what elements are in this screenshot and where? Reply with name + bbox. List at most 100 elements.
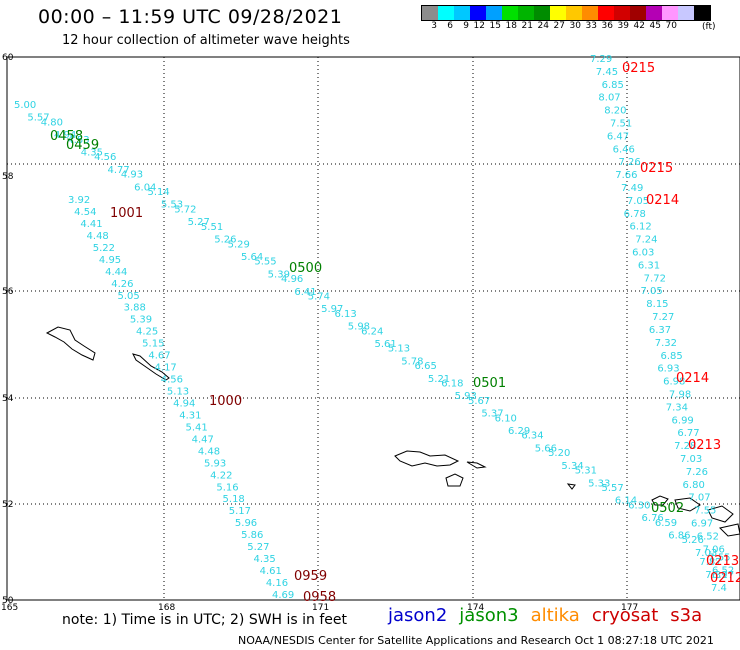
legend-swatch — [518, 6, 534, 20]
legend-swatch — [438, 6, 454, 20]
legend-ticks: 3 6 9 12 15 18 21 24 27 30 33 36 39 42 45 70 — [413, 21, 711, 31]
swh-value: 5.26 — [682, 535, 704, 546]
swh-value: 5.15 — [142, 339, 164, 350]
island-st-matthew — [45, 326, 96, 361]
swh-value: 4.47 — [192, 434, 214, 445]
legend-swatch — [694, 6, 710, 20]
swh-value: 5.27 — [188, 217, 210, 228]
legend-swatch — [454, 6, 470, 20]
swh-value: 6.34 — [521, 431, 543, 442]
swh-value: 6.03 — [632, 248, 654, 259]
footer-credit: NOAA/NESDIS Center for Satellite Applica… — [238, 634, 714, 647]
swh-value: 6.52 — [712, 565, 734, 576]
legend-tick-label: 21 — [521, 21, 533, 31]
legend-swatch — [630, 6, 646, 20]
pass-time-label: 0500 — [289, 261, 322, 276]
swh-value: 7.66 — [615, 170, 637, 181]
swh-value: 5.96 — [235, 518, 257, 529]
lon-label: 177 — [621, 603, 638, 613]
swh-value: 5.39 — [130, 315, 152, 326]
swh-value: 5.20 — [548, 448, 570, 459]
island-small-2 — [394, 450, 460, 467]
swh-value: 7.26 — [618, 157, 640, 168]
map-frame — [6, 56, 740, 601]
swh-value: 5.18 — [223, 494, 245, 505]
island-small-5 — [566, 483, 576, 490]
legend-tick-label: 70 — [665, 21, 677, 31]
swh-value: 5.17 — [229, 506, 251, 517]
swh-value: 4.61 — [260, 566, 282, 577]
swh-value: 5.22 — [93, 243, 115, 254]
swh-value: 4.96 — [281, 274, 303, 285]
swh-value: 5.26 — [214, 235, 236, 246]
swh-value: 7.27 — [652, 312, 674, 323]
pass-time-label: 0215 — [640, 161, 673, 176]
pass-time-label: 0959 — [294, 569, 327, 584]
swh-value: 5.27 — [247, 542, 269, 553]
swh-value: 8.20 — [604, 106, 626, 117]
swh-value: 7.55 — [694, 506, 716, 517]
swh-value: 7.24 — [635, 235, 657, 246]
swh-value: 5.21 — [428, 374, 450, 385]
swh-value: 6.76 — [642, 513, 664, 524]
note-text: note: 1) Time is in UTC; 2) SWH is in fe… — [62, 612, 348, 628]
swh-value: 6.12 — [629, 222, 651, 233]
pass-time-label: 0213 — [706, 554, 739, 569]
legend-tick-label: 3 — [431, 21, 437, 31]
swh-value: 4.93 — [121, 170, 143, 181]
swh-value: 4.54 — [74, 207, 96, 218]
lat-label: 58 — [2, 172, 14, 182]
pass-time-label: 0501 — [473, 376, 506, 391]
swh-value: 5.39 — [268, 269, 290, 280]
swh-value: 5.57 — [601, 483, 623, 494]
swh-value: 6.97 — [691, 518, 713, 529]
swh-value: 5.86 — [241, 530, 263, 541]
legend-swatch — [598, 6, 614, 20]
pass-time-label: 0214 — [676, 371, 709, 386]
swh-value: 7.98 — [669, 389, 691, 400]
island-small-3 — [466, 461, 487, 469]
swh-value: 7.4 — [711, 583, 727, 594]
swh-value: 7.55 — [708, 553, 730, 564]
swh-value: 6.14 — [615, 496, 637, 507]
legend-swatches — [421, 5, 711, 21]
legend-tick-label: 39 — [617, 21, 629, 31]
swh-value: 7.87 — [699, 557, 721, 568]
swh-value: 8.15 — [646, 299, 668, 310]
swh-value: 4.48 — [198, 446, 220, 457]
swh-value: 5.97 — [321, 304, 343, 315]
legend-swatch — [582, 6, 598, 20]
swh-value: 5.05 — [117, 291, 139, 302]
legend-swatch — [486, 6, 502, 20]
swh-value: 6.80 — [683, 480, 705, 491]
swh-value: 6.85 — [661, 351, 683, 362]
swh-value: 4.67 — [148, 351, 170, 362]
swh-value: 5.53 — [161, 200, 183, 211]
swh-value: 6.37 — [649, 325, 671, 336]
swh-value: 6.59 — [655, 518, 677, 529]
legend-tick-label: 9 — [463, 21, 469, 31]
swh-value: 5.13 — [167, 387, 189, 398]
swh-value: 6.99 — [672, 415, 694, 426]
swh-value: 5.78 — [401, 356, 423, 367]
legend-swatch — [422, 6, 438, 20]
legend-tick-label: 42 — [633, 21, 645, 31]
swh-value: 4.77 — [107, 165, 129, 176]
island-aleutian-b — [674, 497, 701, 512]
pass-time-label: 0214 — [646, 193, 679, 208]
lat-label: 50 — [2, 596, 14, 606]
legend-tick-label: 24 — [537, 21, 549, 31]
swh-value: 6.52 — [697, 531, 719, 542]
swh-value: 4.17 — [155, 363, 177, 374]
pass-time-label: 0213 — [688, 438, 721, 453]
swh-value: 4.44 — [105, 267, 127, 278]
island-small-1 — [132, 353, 170, 381]
pass-time-label: 0502 — [651, 501, 684, 516]
swh-value: 5.72 — [174, 204, 196, 215]
swh-value: 5.00 — [14, 100, 36, 111]
page-subtitle: 12 hour collection of altimeter wave hei… — [62, 33, 350, 48]
swh-value: 5.64 — [241, 252, 263, 263]
